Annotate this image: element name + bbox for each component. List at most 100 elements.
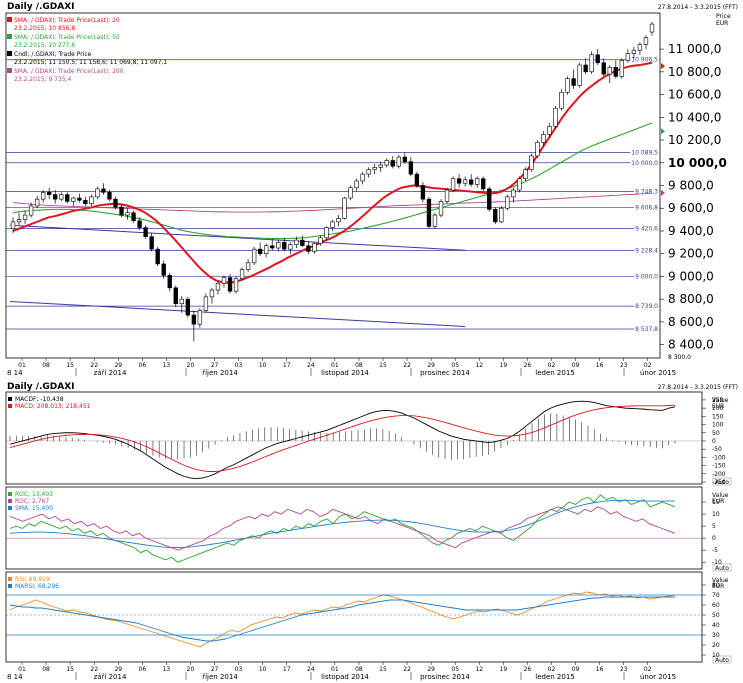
- rsi-value-label: Value: [712, 577, 729, 584]
- date-tick-label: 20: [187, 666, 195, 673]
- legend-series-name: Cndl; /.GDAXI; Trade Price: [14, 51, 92, 58]
- indicator-legend-label: MARSI; 68,296: [15, 583, 59, 590]
- sma20-line: [12, 61, 653, 284]
- price-unit-label: Price: [716, 13, 731, 20]
- candle-body: [264, 245, 269, 254]
- price-tick-label-small: 8 300,0: [668, 354, 691, 361]
- indicator-line: [9, 404, 676, 472]
- date-tick-label: 17: [283, 362, 291, 369]
- date-tick-label: 15: [66, 362, 74, 369]
- month-label: září 2014: [94, 369, 127, 377]
- legend: SMA; /.GDAXI; Trade Price(Last); 2023.2.…: [7, 17, 167, 83]
- candle-body: [282, 242, 287, 250]
- candle-body: [414, 173, 420, 186]
- indicator-tick-label: 0: [712, 438, 716, 445]
- chart-title: Daily /.GDAXI: [7, 2, 75, 12]
- roc-auto-button[interactable]: [712, 563, 732, 572]
- candle-body: [28, 205, 34, 216]
- candle-body: [101, 188, 106, 193]
- date-tick-label: 08: [42, 666, 50, 673]
- candle-body: [456, 178, 462, 184]
- sma20-marker: [661, 63, 665, 70]
- macd-date-range: 27.8.2014 - 3.3.2015 (FFT): [658, 384, 738, 391]
- level-label: 8 739,0: [635, 303, 658, 310]
- indicator-tick-label: 20: [712, 642, 720, 649]
- candle-body: [215, 282, 221, 291]
- candle-body: [137, 220, 142, 228]
- rsi-plot-area: [5, 571, 703, 663]
- candle-body: [233, 278, 239, 292]
- month-label: listopad 2014: [321, 369, 369, 377]
- date-tick-label: 06: [139, 666, 147, 673]
- candle-body: [197, 310, 203, 325]
- price-tick-label: 10 000,0: [668, 156, 727, 170]
- date-tick-label: 27: [211, 666, 219, 673]
- candle-body: [270, 245, 275, 249]
- date-tick-label: 19: [500, 362, 508, 369]
- date-tick-label: 24: [307, 666, 315, 673]
- indicator-tick-label: 60: [712, 602, 720, 609]
- indicator-tick-label: -5: [712, 547, 718, 554]
- macd-auto-button[interactable]: [712, 477, 732, 486]
- date-tick-label: 17: [283, 666, 291, 673]
- indicator-legend-label: ROC; 2,767: [15, 498, 49, 505]
- price-tick-label: 9 000,0: [668, 269, 714, 283]
- rsi-auto-button[interactable]: [712, 655, 732, 664]
- candle-body: [607, 66, 612, 75]
- legend-series-value: 23.2.2015; 11 150,5; 11 158,6; 11 069,8;…: [14, 59, 167, 66]
- candle-body: [34, 198, 40, 207]
- month-label: říjen 2014: [202, 369, 238, 377]
- roc-auto-label: Auto: [715, 565, 729, 572]
- roc-value-label: Value: [712, 492, 729, 499]
- indicator-tick-label: -150: [712, 463, 726, 470]
- macd-currency-label: EUR: [712, 403, 724, 410]
- candle-body: [432, 214, 438, 227]
- date-tick-label: 27: [211, 362, 219, 369]
- rsi-panel: Value EUR Auto 80 70 60 50 40 30 20 10 RSI; 69,…: [5, 571, 732, 664]
- roc-currency-label: EUR: [712, 498, 724, 505]
- candle-body: [643, 37, 649, 45]
- legend-series-value: 23.2.2015; 9 735,4: [14, 76, 72, 83]
- candle-body: [354, 180, 359, 189]
- date-tick-label: 01: [331, 362, 339, 369]
- date-tick-label: 22: [90, 666, 98, 673]
- date-tick-label: 26: [524, 666, 532, 673]
- candle-body: [77, 197, 82, 201]
- indicator-tick-label: -100: [712, 454, 726, 461]
- indicator-tick-label: 50: [712, 612, 720, 619]
- price-tick-label: 9 200,0: [668, 247, 714, 261]
- roc-plot-area: [5, 486, 703, 570]
- candle-body: [444, 189, 450, 202]
- candle-body: [89, 196, 94, 204]
- level-label-bg: [634, 273, 660, 281]
- indicator-legend-swatch: [8, 404, 12, 408]
- candle-body: [119, 206, 124, 216]
- level-label: 9 000,0: [635, 273, 658, 280]
- month-label: říjen 2014: [202, 673, 238, 681]
- date-tick-label: 09: [572, 362, 580, 369]
- legend-series-name: SMA; /.GDAXI; Trade Price(Last); 50: [14, 34, 120, 41]
- rsi-currency-label: EUR: [712, 583, 724, 590]
- date-tick-label: 22: [403, 362, 411, 369]
- level-label-bg: [634, 247, 660, 255]
- date-tick-label: 16: [596, 362, 604, 369]
- indicator-legend-label: SMA; 15,400: [15, 505, 53, 512]
- date-tick-label: 02: [644, 362, 652, 369]
- date-tick-label: 02: [548, 362, 556, 369]
- date-tick-label: 29: [427, 666, 435, 673]
- indicator-line: [9, 591, 676, 648]
- level-label: 10 000,0: [631, 160, 658, 167]
- level-label-bg: [634, 204, 660, 212]
- candle-body: [173, 287, 178, 305]
- month-label: prosinec 2014: [420, 369, 470, 377]
- candle-body: [53, 194, 58, 200]
- candle-body: [336, 218, 341, 223]
- indicator-tick-label: -200: [712, 471, 726, 478]
- candle-body: [203, 296, 209, 311]
- rsi-axis: 80 70 60 50 40 30 20 10: [702, 582, 720, 659]
- date-tick-label: 22: [90, 362, 98, 369]
- macd-panel: Daily /.GDAXI 27.8.2014 - 3.3.2015 (FFT)…: [5, 382, 738, 486]
- date-tick-label: 08: [355, 666, 363, 673]
- candle-body: [577, 64, 582, 86]
- date-tick-label: 08: [42, 362, 50, 369]
